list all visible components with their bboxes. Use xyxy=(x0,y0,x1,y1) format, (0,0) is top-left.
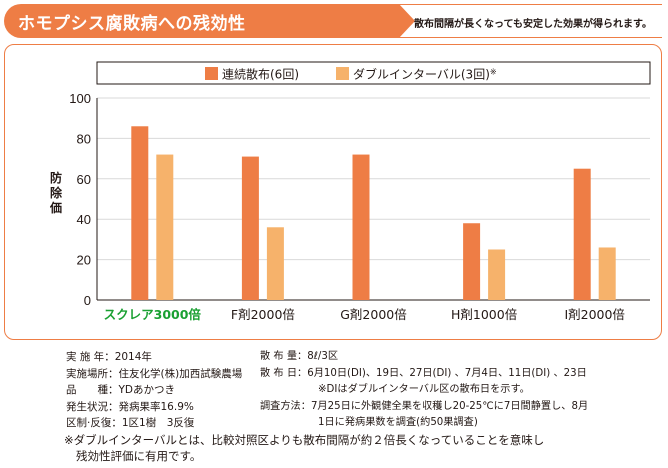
page-title: ホモプシス腐敗病への残効性 xyxy=(18,14,246,34)
x-tick-label: スクレア3000倍 xyxy=(104,307,202,322)
info-row: ※DIはダブルインターバル区の散布日を示す。 xyxy=(260,382,588,399)
bar xyxy=(573,168,591,300)
x-tick-label: H剤1000倍 xyxy=(451,307,517,322)
y-tick-label: 0 xyxy=(84,293,91,308)
y-axis-label: 防除価 xyxy=(49,170,63,215)
info-label: 調査方法 xyxy=(260,400,301,412)
y-tick-label: 40 xyxy=(77,212,91,227)
info-row: 実施場所：住友化学(株)加西試験農場 xyxy=(66,367,243,380)
info-value: YDあかつき xyxy=(118,384,176,396)
footnote: ※ダブルインターバルとは、比較対照区よりも散布間隔が約２倍長くなっていることを意… xyxy=(64,432,544,464)
bar xyxy=(241,156,259,300)
legend-label: 連続散布(6回) xyxy=(222,67,299,82)
info-left: 実 施 年：2014年 実施場所：住友化学(株)加西試験農場 品 種：YDあかつ… xyxy=(66,349,242,432)
header-rule xyxy=(399,4,662,38)
page-subtitle: 散布間隔が長くなっても安定した効果が得られます。 xyxy=(414,19,652,30)
header: ホモプシス腐敗病への残効性 散布間隔が長くなっても安定した効果が得られます。 xyxy=(4,4,662,38)
y-tick-label: 100 xyxy=(69,91,91,106)
info-row: 発生状況：発病果率16.9% xyxy=(66,400,194,413)
bar xyxy=(156,154,174,300)
info-row: 1日に発病果数を調査(約50果調査) xyxy=(260,415,588,432)
info-value: ※DIはダブルインターバル区の散布日を示す。 xyxy=(318,384,530,395)
x-tick-label: G剤2000倍 xyxy=(340,307,407,322)
legend-box xyxy=(96,61,651,85)
legend-swatch xyxy=(205,67,218,80)
footnote-line-1: ※ダブルインターバルとは、比較対照区よりも散布間隔が約２倍長くなっていることを意… xyxy=(64,433,545,447)
bar xyxy=(463,223,481,300)
footnote-line-2: 残効性評価に有用です。 xyxy=(76,449,202,463)
chart-panel xyxy=(4,44,662,340)
info-value: 2014年 xyxy=(114,351,152,363)
x-tick-label: F剤2000倍 xyxy=(231,307,295,322)
info-label: 品 種 xyxy=(66,384,108,396)
title-banner: ホモプシス腐敗病への残効性 xyxy=(4,4,415,38)
info-value: 発病果率16.9% xyxy=(118,400,194,413)
x-tick-label: I剤2000倍 xyxy=(564,307,625,322)
info-row: 散 布 日：6月10日(DI)、19日、27日(DI) 、7月4日、11日(DI… xyxy=(260,367,587,379)
info-value: 6月10日(DI)、19日、27日(DI) 、7月4日、11日(DI) 、23日 xyxy=(307,367,587,379)
legend-swatch xyxy=(336,67,349,80)
info-row: 調査方法：7月25日に外観健全果を収穫し20-25℃に7日間静置し、8月 xyxy=(260,400,589,412)
legend-label: ダブルインターバル(3回)※ xyxy=(353,67,497,82)
bar xyxy=(266,227,284,300)
info-value: 住友化学(株)加西試験農場 xyxy=(118,367,243,380)
info-row: 散 布 量：8ℓ/3区 xyxy=(260,351,339,362)
info-label: 発生状況 xyxy=(66,400,108,413)
info-value: 1区1樹 3反復 xyxy=(121,417,195,429)
info-row: 実 施 年：2014年 xyxy=(66,351,152,363)
info-label: 散 布 日 xyxy=(260,367,298,379)
y-tick-label: 80 xyxy=(77,131,91,146)
y-tick-label: 20 xyxy=(77,253,91,268)
bar xyxy=(598,247,616,300)
info-value: 7月25日に外観健全果を収穫し20-25℃に7日間静置し、8月 xyxy=(310,400,589,412)
bar xyxy=(488,249,506,300)
info-value: 1日に発病果数を調査(約50果調査) xyxy=(318,417,478,428)
info-label: 実 施 年 xyxy=(66,351,105,363)
info-value: 8ℓ/3区 xyxy=(307,351,339,362)
info-label: 区制·反復 xyxy=(66,417,112,429)
info-label: 散 布 量 xyxy=(260,351,298,362)
info-row: 区制·反復：1区1樹 3反復 xyxy=(66,417,195,429)
bar xyxy=(352,154,370,300)
info-row: 品 種：YDあかつき xyxy=(66,384,176,396)
info-label: 実施場所 xyxy=(66,367,108,380)
info-right: 散 布 量：8ℓ/3区 散 布 日：6月10日(DI)、19日、27日(DI) … xyxy=(260,349,588,432)
y-tick-label: 60 xyxy=(77,172,91,187)
bar xyxy=(131,126,149,300)
